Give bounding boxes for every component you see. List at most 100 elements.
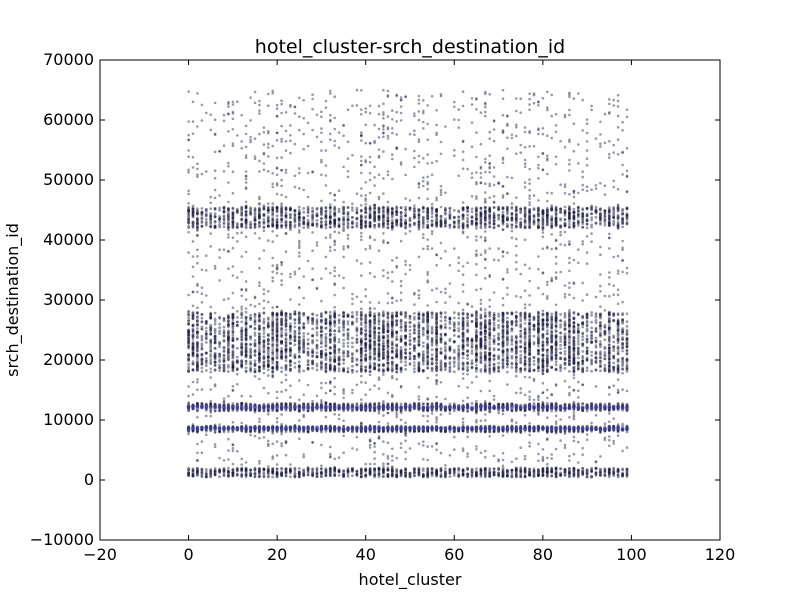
scatter-point bbox=[275, 139, 279, 142]
scatter-point bbox=[377, 112, 381, 116]
scatter-point bbox=[209, 471, 213, 474]
scatter-point bbox=[191, 469, 195, 472]
scatter-point bbox=[324, 344, 328, 348]
scatter-point bbox=[204, 207, 208, 211]
scatter-point bbox=[351, 292, 354, 296]
scatter-point bbox=[363, 406, 368, 410]
scatter-point bbox=[368, 236, 372, 240]
scatter-point bbox=[200, 427, 204, 432]
scatter-point bbox=[213, 403, 217, 407]
scatter-point bbox=[191, 427, 195, 431]
scatter-point bbox=[191, 311, 195, 314]
scatter-point bbox=[200, 336, 204, 340]
scatter-point bbox=[200, 344, 204, 348]
scatter-point bbox=[191, 346, 195, 350]
scatter-point bbox=[346, 341, 350, 345]
scatter-point bbox=[315, 113, 319, 117]
scatter-point bbox=[284, 328, 288, 332]
scatter-point bbox=[337, 318, 341, 321]
scatter-point bbox=[253, 468, 257, 472]
scatter-point bbox=[240, 345, 244, 349]
scatter-point bbox=[262, 364, 266, 367]
scatter-point bbox=[270, 426, 275, 430]
scatter-point bbox=[368, 111, 372, 115]
scatter-point bbox=[311, 339, 314, 342]
scatter-point bbox=[187, 353, 191, 357]
scatter-point bbox=[200, 358, 204, 361]
scatter-point bbox=[209, 427, 213, 431]
scatter-point bbox=[280, 178, 283, 182]
scatter-point bbox=[222, 349, 226, 352]
scatter-point bbox=[271, 375, 275, 379]
scatter-point bbox=[306, 367, 310, 370]
scatter-point bbox=[204, 341, 208, 344]
scatter-point bbox=[244, 132, 248, 136]
scatter-point bbox=[187, 221, 191, 225]
scatter-point bbox=[213, 267, 217, 270]
scatter-point bbox=[200, 425, 204, 430]
scatter-point bbox=[351, 314, 354, 318]
scatter-point bbox=[293, 361, 297, 365]
scatter-point bbox=[187, 205, 191, 209]
scatter-point bbox=[235, 210, 239, 213]
scatter-point bbox=[204, 425, 208, 429]
scatter-point bbox=[191, 207, 195, 211]
scatter-point bbox=[200, 362, 204, 366]
scatter-point bbox=[377, 322, 381, 326]
scatter-point bbox=[231, 349, 235, 353]
scatter-point bbox=[342, 229, 345, 233]
scatter-point bbox=[227, 236, 230, 239]
scatter-point bbox=[289, 353, 292, 357]
scatter-point bbox=[315, 362, 319, 366]
scatter-point bbox=[333, 221, 337, 225]
scatter-point bbox=[200, 402, 204, 406]
scatter-point bbox=[196, 212, 199, 216]
scatter-point bbox=[284, 221, 288, 225]
scatter-point bbox=[191, 132, 195, 135]
scatter-point bbox=[328, 226, 332, 229]
scatter-point bbox=[329, 233, 332, 237]
scatter-point bbox=[213, 335, 217, 338]
scatter-point bbox=[324, 353, 328, 357]
scatter-point bbox=[373, 275, 376, 279]
scatter-point bbox=[280, 210, 283, 214]
scatter-point bbox=[191, 474, 195, 478]
scatter-point bbox=[262, 213, 266, 217]
scatter-point bbox=[373, 316, 376, 320]
scatter-point bbox=[311, 361, 314, 365]
scatter-point bbox=[368, 311, 372, 315]
scatter-point bbox=[258, 257, 261, 261]
scatter-point bbox=[373, 330, 376, 334]
scatter-point bbox=[373, 344, 376, 348]
scatter-point bbox=[258, 352, 261, 356]
scatter-point bbox=[213, 427, 217, 432]
scatter-point bbox=[258, 315, 261, 319]
scatter-point bbox=[191, 352, 195, 356]
scatter-point bbox=[271, 365, 275, 369]
scatter-point bbox=[204, 217, 208, 221]
scatter-point bbox=[337, 427, 341, 432]
scatter-point bbox=[373, 462, 376, 466]
scatter-point bbox=[342, 124, 345, 127]
scatter-point bbox=[284, 388, 288, 392]
scatter-point bbox=[218, 322, 222, 326]
scatter-point bbox=[209, 245, 212, 248]
scatter-point bbox=[293, 426, 297, 431]
scatter-point bbox=[200, 316, 204, 320]
scatter-point bbox=[302, 132, 306, 136]
scatter-point bbox=[382, 334, 385, 338]
scatter-point bbox=[333, 457, 337, 461]
scatter-point bbox=[377, 225, 381, 229]
scatter-point bbox=[213, 133, 217, 137]
scatter-point bbox=[271, 336, 275, 340]
scatter-point bbox=[364, 468, 368, 472]
scatter-point bbox=[266, 333, 270, 337]
scatter-point bbox=[196, 312, 199, 315]
scatter-point bbox=[377, 355, 381, 359]
scatter-point bbox=[209, 217, 213, 221]
scatter-point bbox=[204, 359, 208, 363]
scatter-point bbox=[342, 329, 345, 332]
scatter-point bbox=[191, 362, 195, 366]
scatter-point bbox=[377, 104, 381, 108]
scatter-point bbox=[297, 321, 301, 325]
